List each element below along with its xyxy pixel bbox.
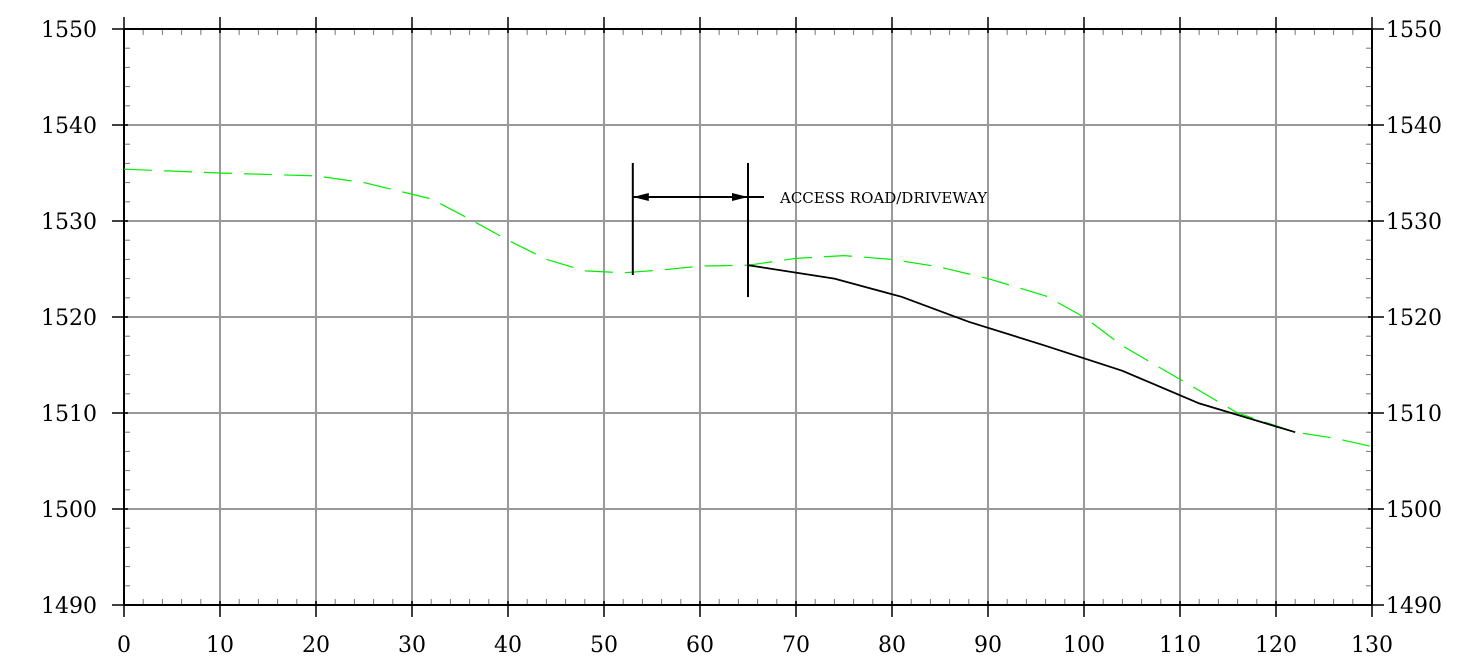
- y-tick-label-left: 1510: [41, 402, 97, 427]
- y-tick-label-left: 1500: [41, 498, 97, 523]
- arrowhead-right-icon: [732, 193, 748, 201]
- y-tick-label-left: 1540: [41, 114, 97, 139]
- y-tick-label-left: 1520: [41, 306, 97, 331]
- x-tick-label: 100: [1063, 633, 1105, 658]
- x-tick-label: 10: [206, 633, 234, 658]
- y-tick-label-right: 1530: [1386, 210, 1442, 235]
- x-tick-label: 40: [494, 633, 522, 658]
- x-tick-label: 0: [117, 633, 131, 658]
- x-axis-tick-labels: 0 10 20 30 40 50 60 70 80 90 100 110 120 130: [117, 633, 1393, 658]
- y-tick-label-right: 1550: [1386, 18, 1442, 43]
- major-ticks: [112, 17, 1384, 617]
- y-tick-label-right: 1500: [1386, 498, 1442, 523]
- y-tick-label-right: 1490: [1386, 594, 1442, 619]
- y-axis-right-tick-labels: 1550 1540 1530 1520 1510 1500 1490: [1386, 18, 1442, 619]
- series-layer: [123, 168, 1373, 448]
- series-line-solid: [747, 264, 1296, 434]
- x-tick-label: 50: [590, 633, 618, 658]
- x-tick-label: 90: [974, 633, 1002, 658]
- x-tick-label: 30: [398, 633, 426, 658]
- x-tick-label: 110: [1159, 633, 1201, 658]
- y-tick-label-right: 1540: [1386, 114, 1442, 139]
- x-tick-label: 120: [1255, 633, 1297, 658]
- x-tick-label: 70: [782, 633, 810, 658]
- x-tick-label: 20: [302, 633, 330, 658]
- x-tick-label: 80: [878, 633, 906, 658]
- y-tick-label-right: 1510: [1386, 402, 1442, 427]
- arrowhead-left-icon: [632, 193, 649, 201]
- series-line-dashed: [123, 168, 1373, 448]
- y-axis-left-tick-labels: 1550 1540 1530 1520 1510 1500 1490: [41, 18, 97, 619]
- y-tick-label-left: 1530: [41, 210, 97, 235]
- y-tick-label-right: 1520: [1386, 306, 1442, 331]
- x-tick-label: 130: [1351, 633, 1393, 658]
- grid-lines: [123, 28, 1373, 606]
- y-tick-label-left: 1490: [41, 594, 97, 619]
- access-road-annotation: ACCESS ROAD/DRIVEWAY: [631, 163, 988, 297]
- y-tick-label-left: 1550: [41, 18, 97, 43]
- x-tick-label: 60: [686, 633, 714, 658]
- annotation-label: ACCESS ROAD/DRIVEWAY: [779, 189, 988, 207]
